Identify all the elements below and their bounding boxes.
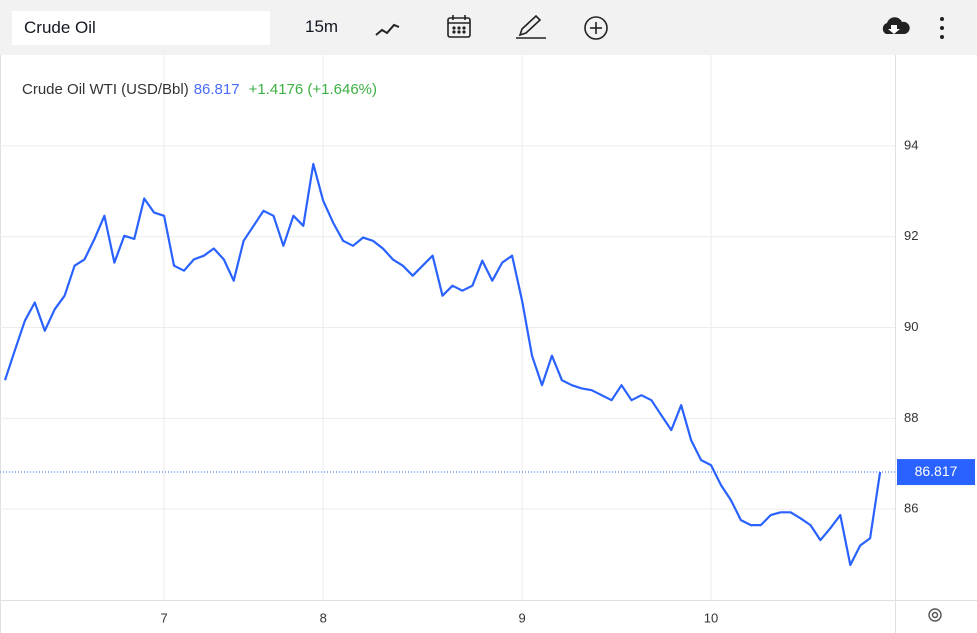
chart: 86 88 90 92 94 7 8 9 10 86.817 bbox=[0, 55, 977, 633]
y-tick-label: 94 bbox=[904, 137, 918, 152]
x-tick-label: 7 bbox=[160, 610, 167, 625]
toolbar: Crude Oil 15m bbox=[0, 0, 977, 55]
download-icon[interactable] bbox=[882, 17, 910, 34]
series-name: Crude Oil WTI (USD/Bbl) bbox=[22, 81, 189, 98]
change: +1.4176 (+1.646%) bbox=[249, 81, 377, 98]
calendar-icon[interactable] bbox=[447, 15, 471, 38]
y-tick-label: 88 bbox=[904, 410, 918, 425]
legend: Crude Oil WTI (USD/Bbl) 86.817 +1.4176 (… bbox=[22, 81, 377, 98]
price-line bbox=[3, 162, 882, 567]
x-tick-label: 10 bbox=[704, 610, 718, 625]
add-icon[interactable] bbox=[584, 16, 608, 40]
menu-icon[interactable] bbox=[940, 17, 944, 39]
symbol-search[interactable]: Crude Oil bbox=[12, 11, 270, 45]
y-tick-label: 90 bbox=[904, 319, 918, 334]
interval-button[interactable]: 15m bbox=[305, 17, 339, 36]
chart-type-icon[interactable] bbox=[375, 23, 400, 36]
y-tick-label: 92 bbox=[904, 228, 918, 243]
last-price-label: 86.817 bbox=[915, 463, 958, 479]
x-tick-label: 8 bbox=[320, 610, 327, 625]
last-price-box bbox=[897, 459, 975, 486]
settings-icon[interactable] bbox=[928, 608, 942, 622]
y-tick-label: 86 bbox=[904, 501, 918, 516]
draw-icon[interactable] bbox=[516, 14, 546, 39]
x-tick-label: 9 bbox=[518, 610, 525, 625]
last-value: 86.817 bbox=[194, 81, 240, 98]
toolbar-icons bbox=[375, 14, 944, 40]
